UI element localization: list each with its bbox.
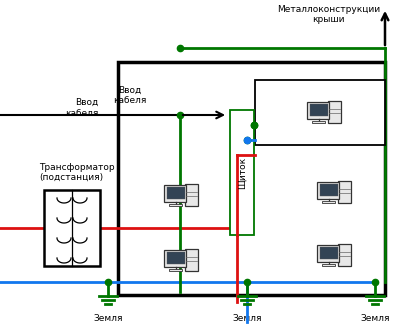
Text: Металлоконструкции
крыши: Металлоконструкции крыши <box>277 5 380 25</box>
Bar <box>338 181 351 203</box>
Bar <box>230 110 254 235</box>
Bar <box>164 185 186 202</box>
Bar <box>328 101 341 123</box>
Bar <box>169 204 182 206</box>
Bar <box>44 190 100 266</box>
Text: Ввод
кабеля: Ввод кабеля <box>113 86 147 105</box>
Text: Щиток: Щиток <box>237 157 247 188</box>
Bar <box>322 264 335 266</box>
Text: Земля: Земля <box>232 314 262 323</box>
Bar <box>185 249 198 271</box>
Bar <box>320 247 338 259</box>
Bar <box>307 102 329 119</box>
Bar <box>169 269 182 271</box>
Bar <box>185 184 198 206</box>
Bar <box>310 103 328 116</box>
Bar <box>322 201 335 203</box>
Text: Трансформатор
(подстанция): Трансформатор (подстанция) <box>39 163 115 182</box>
Bar <box>312 121 325 123</box>
Bar <box>118 62 385 295</box>
Bar <box>167 186 185 199</box>
Bar <box>317 245 339 262</box>
Bar <box>317 182 339 199</box>
Text: Ввод
кабеля: Ввод кабеля <box>65 98 98 118</box>
Bar <box>255 80 385 145</box>
Bar <box>320 183 338 196</box>
Text: Земля: Земля <box>93 314 123 323</box>
Bar <box>164 250 186 267</box>
Text: Земля: Земля <box>360 314 390 323</box>
Bar <box>167 252 185 264</box>
Bar <box>338 244 351 266</box>
